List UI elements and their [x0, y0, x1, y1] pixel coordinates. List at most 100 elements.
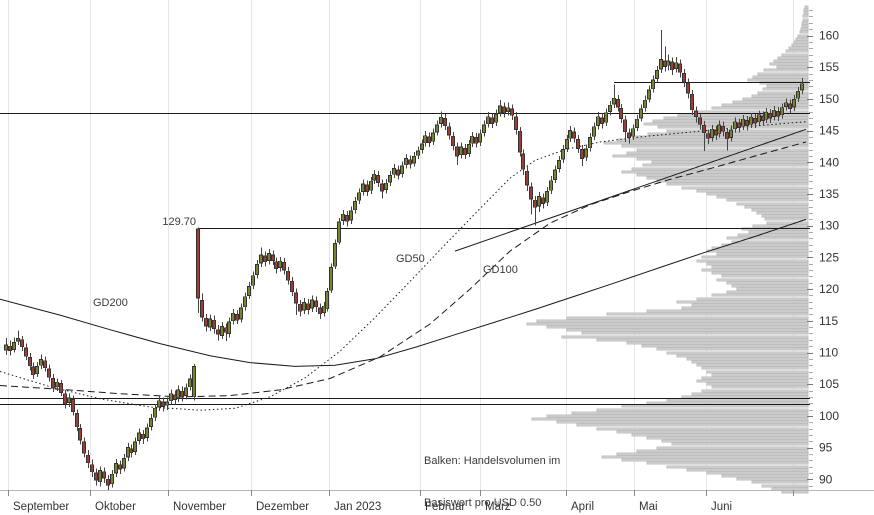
trendline: [454, 128, 807, 252]
x-axis-label: Juni: [711, 501, 732, 513]
candle-up: [404, 158, 408, 166]
volume-profile-bar: [596, 427, 809, 431]
candle-down: [345, 215, 349, 222]
candle-down: [376, 175, 380, 184]
volume-profile-bar: [711, 271, 809, 275]
y-axis-label: 90: [819, 472, 833, 486]
candle-up: [114, 462, 118, 474]
candle-up: [553, 169, 557, 180]
volume-profile-bar: [681, 395, 809, 399]
volume-profile-bar: [646, 401, 809, 405]
volume-profile-bar: [781, 53, 809, 57]
candle-down: [282, 262, 286, 271]
annotation-line: Basiswert pro USD 0.50: [424, 497, 542, 509]
volume-profile-bar: [711, 373, 809, 377]
candle-down: [298, 303, 302, 312]
candle-up: [239, 307, 243, 320]
volume-profile-bar: [566, 316, 809, 320]
volume-profile-bar: [666, 465, 809, 469]
candle-down: [619, 108, 623, 119]
volume-profile-bar: [686, 468, 809, 472]
candle-down: [28, 357, 32, 367]
volume-profile-bar: [701, 389, 809, 393]
gd100-line-label: GD100: [483, 264, 518, 276]
candle-up: [384, 182, 388, 190]
candle-up: [494, 113, 498, 123]
candle-down: [274, 261, 278, 270]
volume-profile-bar: [681, 186, 809, 190]
candle-down: [86, 454, 90, 464]
x-axis-label: November: [173, 501, 226, 513]
candle-up: [741, 118, 745, 127]
volume-profile-bar: [691, 303, 809, 307]
candle-up: [169, 393, 173, 402]
y-axis-label: 110: [819, 346, 838, 360]
y-axis-label: 130: [819, 219, 839, 233]
volume-profile-bar: [696, 379, 809, 383]
volume-profile-bar: [571, 411, 809, 415]
candle-up: [255, 263, 259, 275]
volume-profile-bar: [766, 221, 809, 225]
candle-up: [729, 129, 733, 138]
volume-profile-bar: [726, 290, 809, 294]
candle-down: [682, 73, 686, 83]
volume-profile-bar: [596, 408, 809, 412]
x-axis-label: Februar: [425, 501, 465, 513]
volume-profile-bar: [777, 56, 809, 60]
candle-down: [318, 307, 322, 315]
volume-profile-bar: [736, 202, 809, 206]
candle-down: [541, 197, 545, 204]
candle-up: [420, 143, 424, 150]
volume-profile-annotation: Balken: Handelsvolumen im Basiswert pro …: [424, 426, 560, 515]
y-axis-label: 125: [819, 250, 839, 264]
volume-profile-bar: [636, 173, 809, 177]
candle-down: [721, 125, 725, 132]
candle-up: [325, 291, 329, 310]
volume-profile-bar: [646, 436, 809, 440]
candle-down: [663, 60, 667, 68]
candle-up: [329, 267, 333, 291]
candle-up: [4, 344, 8, 351]
x-axis-label: April: [571, 501, 594, 513]
volume-profile-bar: [802, 18, 809, 22]
candle-down: [776, 111, 780, 117]
candle-up: [302, 301, 306, 311]
candle-down: [24, 347, 28, 357]
volume-profile-bar: [716, 195, 809, 199]
volume-profile-bar: [612, 154, 809, 158]
candle-down: [576, 139, 580, 149]
candle-up: [361, 183, 365, 192]
volume-profile-bar: [726, 198, 809, 202]
volume-profile-bar: [636, 148, 809, 152]
candle-up: [267, 253, 271, 262]
candle-down: [51, 378, 55, 389]
candle-down: [43, 360, 47, 369]
volume-profile-bar: [785, 49, 809, 53]
volume-profile-bar: [771, 487, 809, 491]
volume-profile-bar: [801, 24, 809, 28]
candle-down: [173, 394, 177, 400]
candle-down: [71, 398, 75, 412]
candle-up: [565, 139, 569, 149]
volume-profile-bar: [621, 144, 809, 148]
volume-profile-bar: [576, 423, 809, 427]
volume-profile-bar: [751, 208, 809, 212]
volume-profile-bar: [732, 100, 809, 104]
candle-up: [322, 305, 326, 313]
volume-profile-bar: [643, 122, 809, 126]
candle-up: [655, 70, 659, 80]
volume-profile-bar: [773, 59, 809, 63]
volume-profile-bar: [769, 62, 809, 66]
volume-profile-bar: [526, 322, 809, 326]
candle-up: [604, 112, 608, 123]
candle-up: [796, 90, 800, 99]
candle-up: [800, 83, 804, 91]
candle-down: [427, 136, 431, 143]
volume-profile-bar: [761, 484, 809, 488]
candle-up: [133, 441, 137, 452]
y-axis-label: 100: [819, 409, 839, 423]
candle-up: [486, 116, 490, 125]
candle-up: [557, 159, 561, 169]
candle-down: [212, 319, 216, 329]
